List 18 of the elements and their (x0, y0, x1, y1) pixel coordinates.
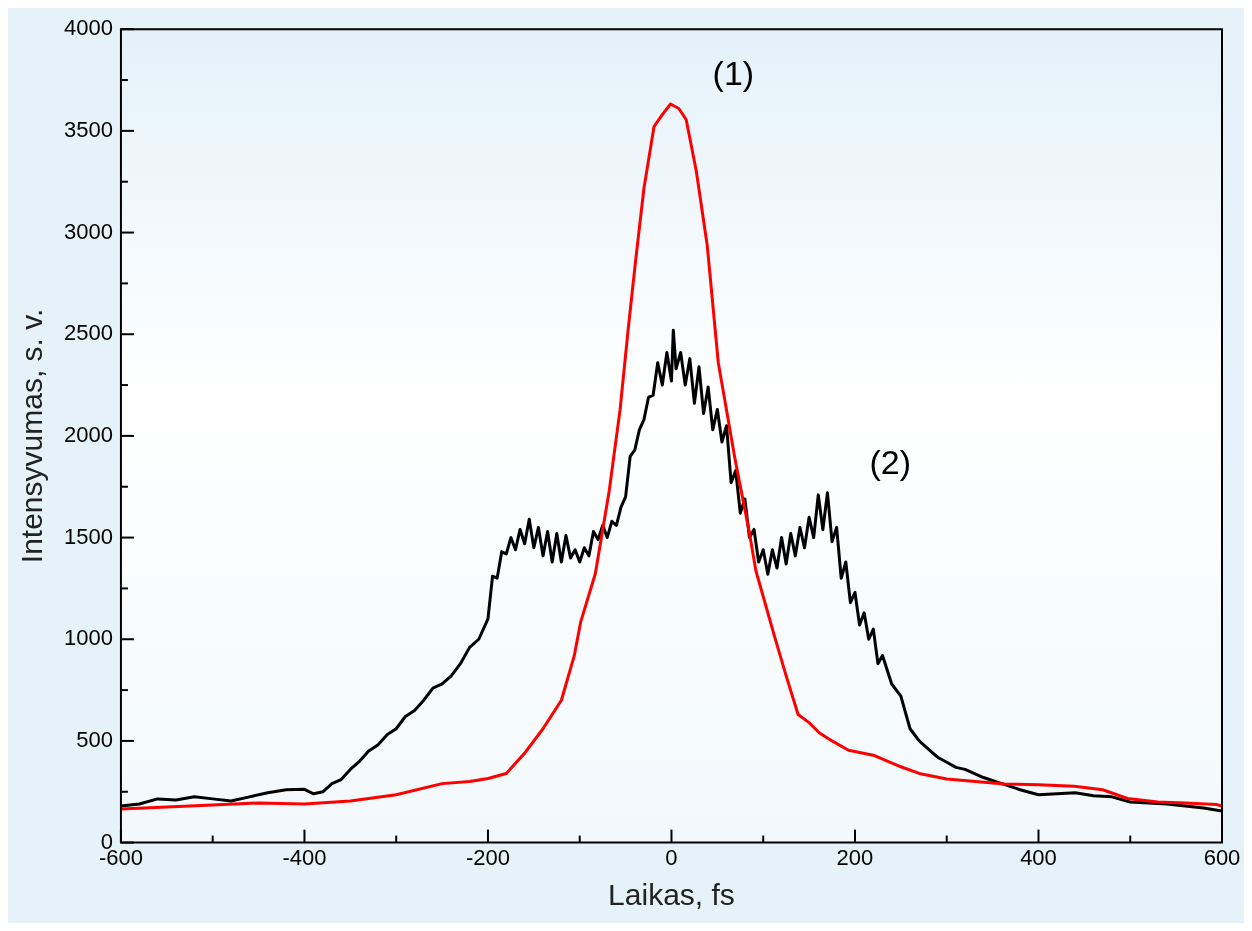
y-tick-label: 2500 (63, 320, 113, 346)
x-tick-label: 0 (665, 844, 678, 870)
y-axis-title: Intensyvumas, s. v. (15, 308, 49, 564)
annotation: (1) (712, 54, 755, 93)
y-tick-label: 1500 (63, 523, 113, 549)
annotation: (2) (869, 443, 912, 482)
y-tick-label: 3000 (63, 218, 113, 244)
y-tick-label: 3500 (63, 116, 113, 142)
x-tick-label: 400 (1020, 844, 1057, 870)
y-tick-label: 500 (76, 726, 113, 752)
y-tick-label: 2000 (63, 421, 113, 447)
x-tick-label: -200 (465, 844, 510, 870)
x-tick-label: 600 (1203, 844, 1241, 870)
x-axis-title: Laikas, fs (608, 878, 735, 912)
x-tick-label: -400 (282, 844, 327, 870)
y-tick-label: 4000 (63, 15, 113, 41)
x-tick-label: 200 (836, 844, 874, 870)
y-tick-label: 1000 (63, 625, 113, 651)
